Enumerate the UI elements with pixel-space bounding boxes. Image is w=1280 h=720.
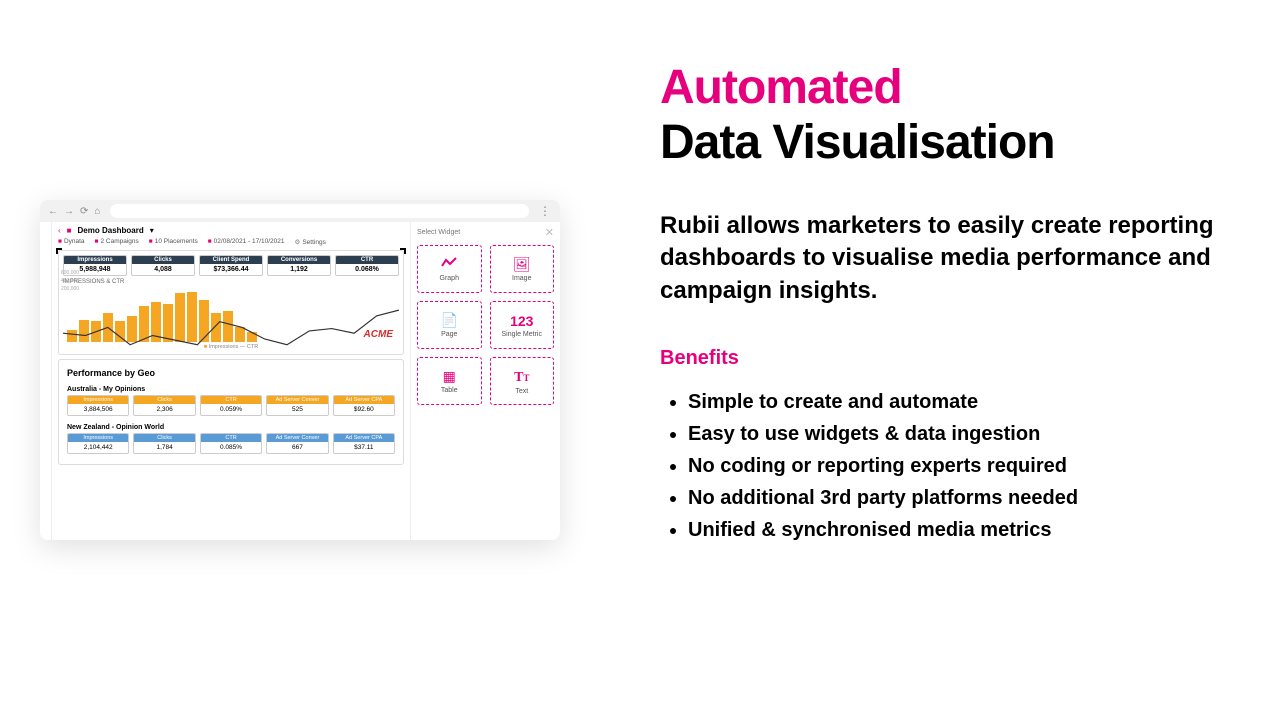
breadcrumb-meta: ■Dynata ■2 Campaigns ■10 Placements ■02/… xyxy=(58,238,404,246)
crumb-campaigns[interactable]: 2 Campaigns xyxy=(100,238,138,245)
geo-cell: Impressions2,104,442 xyxy=(67,433,129,454)
forward-icon[interactable]: → xyxy=(64,206,74,217)
widget-label: Text xyxy=(515,388,528,395)
chart-title: IMPRESSIONS & CTR xyxy=(63,279,399,285)
geo-card: Performance by Geo Australia - My Opinio… xyxy=(58,359,404,465)
crumb-dynata[interactable]: Dynata xyxy=(64,238,85,245)
widget-option-text[interactable]: TT Text xyxy=(490,357,555,405)
geo-cell: Clicks1,784 xyxy=(133,433,195,454)
chart-icon xyxy=(441,256,457,273)
close-icon[interactable]: ✕ xyxy=(545,226,554,239)
chart-bar-icon: ■ xyxy=(67,226,72,235)
geo-heading: Performance by Geo xyxy=(63,364,399,384)
dashboard-content: ‹ ■ Demo Dashboard ▾ ■Dynata ■2 Campaign… xyxy=(52,222,410,540)
table-icon: ▦ xyxy=(443,368,456,385)
metric-card: Client Spend$73,366.44 xyxy=(199,255,263,276)
geo-cell: Ad Server CPA$37.11 xyxy=(333,433,395,454)
description: Rubii allows marketers to easily create … xyxy=(660,210,1240,307)
back-icon[interactable]: ← xyxy=(48,206,58,217)
widget-option-table[interactable]: ▦ Table xyxy=(417,357,482,405)
geo-table: New Zealand - Opinion WorldImpressions2,… xyxy=(63,422,399,454)
benefit-item: No coding or reporting experts required xyxy=(688,450,1240,482)
calendar-icon: ■ xyxy=(208,238,212,245)
headline-line1: Automated xyxy=(660,60,1240,115)
breadcrumb: ‹ ■ Demo Dashboard ▾ xyxy=(58,226,404,235)
benefits-list: Simple to create and automateEasy to use… xyxy=(660,386,1240,546)
crumb-settings[interactable]: Settings xyxy=(302,239,326,246)
metrics-row: Impressions5,988,948Clicks4,088Client Sp… xyxy=(63,255,399,276)
widget-label: Image xyxy=(512,275,531,282)
geo-cell: CTR0.085% xyxy=(200,433,262,454)
benefit-item: No additional 3rd party platforms needed xyxy=(688,482,1240,514)
screenshot-panel: ← → ⟳ ⌂ ⋮ ‹ ■ Demo Dashboard ▾ ■Dynata xyxy=(0,0,600,720)
page-icon: 📄 xyxy=(441,312,458,329)
marketing-copy: Automated Data Visualisation Rubii allow… xyxy=(600,0,1280,720)
geo-cell: Impressions3,884,506 xyxy=(67,395,129,416)
benefit-item: Simple to create and automate xyxy=(688,386,1240,418)
metric-card: CTR0.068% xyxy=(335,255,399,276)
metric-card: Clicks4,088 xyxy=(131,255,195,276)
benefit-item: Easy to use widgets & data ingestion xyxy=(688,418,1240,450)
widget-label: Table xyxy=(441,387,458,394)
url-bar[interactable] xyxy=(110,204,529,218)
crumb-daterange[interactable]: 02/08/2021 - 17/10/2021 xyxy=(214,238,285,245)
benefit-item: Unified & synchronised media metrics xyxy=(688,514,1240,546)
folder-icon: ■ xyxy=(58,238,62,245)
benefits-heading: Benefits xyxy=(660,347,1240,370)
folder-icon: ■ xyxy=(149,238,153,245)
widget-option-graph[interactable]: Graph xyxy=(417,245,482,293)
widget-option-single-metric[interactable]: 123 Single Metric xyxy=(490,301,555,349)
impressions-ctr-chart: ACME xyxy=(63,287,399,342)
reload-icon[interactable]: ⟳ xyxy=(80,206,88,217)
geo-cell: Clicks2,306 xyxy=(133,395,195,416)
text-icon: TT xyxy=(514,368,529,386)
folder-icon: ■ xyxy=(95,238,99,245)
geo-cell: CTR0.059% xyxy=(200,395,262,416)
crumb-placements[interactable]: 10 Placements xyxy=(155,238,198,245)
widget-label: Graph xyxy=(440,275,459,282)
widget-option-page[interactable]: 📄 Page xyxy=(417,301,482,349)
widget-label: Page xyxy=(441,331,457,338)
metric-card: Conversions1,192 xyxy=(267,255,331,276)
chevron-down-icon[interactable]: ▾ xyxy=(150,226,154,235)
headline-line2: Data Visualisation xyxy=(660,115,1240,170)
browser-chrome: ← → ⟳ ⌂ ⋮ xyxy=(40,200,560,222)
dashboard-title: Demo Dashboard xyxy=(78,226,144,235)
metrics-chart-card[interactable]: Impressions5,988,948Clicks4,088Client Sp… xyxy=(58,250,404,355)
home-icon[interactable]: ⌂ xyxy=(94,206,100,217)
browser-window: ← → ⟳ ⌂ ⋮ ‹ ■ Demo Dashboard ▾ ■Dynata xyxy=(40,200,560,540)
geo-cell: Ad Server Conver667 xyxy=(266,433,328,454)
back-chevron-icon[interactable]: ‹ xyxy=(58,226,61,235)
widget-panel-title: Select Widget xyxy=(417,229,460,236)
geo-cell: Ad Server Conver525 xyxy=(266,395,328,416)
geo-table: Australia - My OpinionsImpressions3,884,… xyxy=(63,384,399,416)
geo-cell: Ad Server CPA$92.60 xyxy=(333,395,395,416)
geo-table-title: Australia - My Opinions xyxy=(63,384,399,395)
gear-icon: ⚙ xyxy=(295,239,301,246)
browser-menu-icon[interactable]: ⋮ xyxy=(539,204,552,218)
brand-logo: ACME xyxy=(364,329,393,340)
123-icon: 123 xyxy=(510,313,533,329)
app-sidebar xyxy=(40,222,52,540)
geo-table-title: New Zealand - Opinion World xyxy=(63,422,399,433)
widget-panel: Select Widget ✕ Graph 🖼 Image 📄 Page 123 Singl… xyxy=(410,222,560,540)
widget-option-image[interactable]: 🖼 Image xyxy=(490,245,555,293)
image-icon: 🖼 xyxy=(513,256,531,273)
widget-label: Single Metric xyxy=(502,331,542,338)
